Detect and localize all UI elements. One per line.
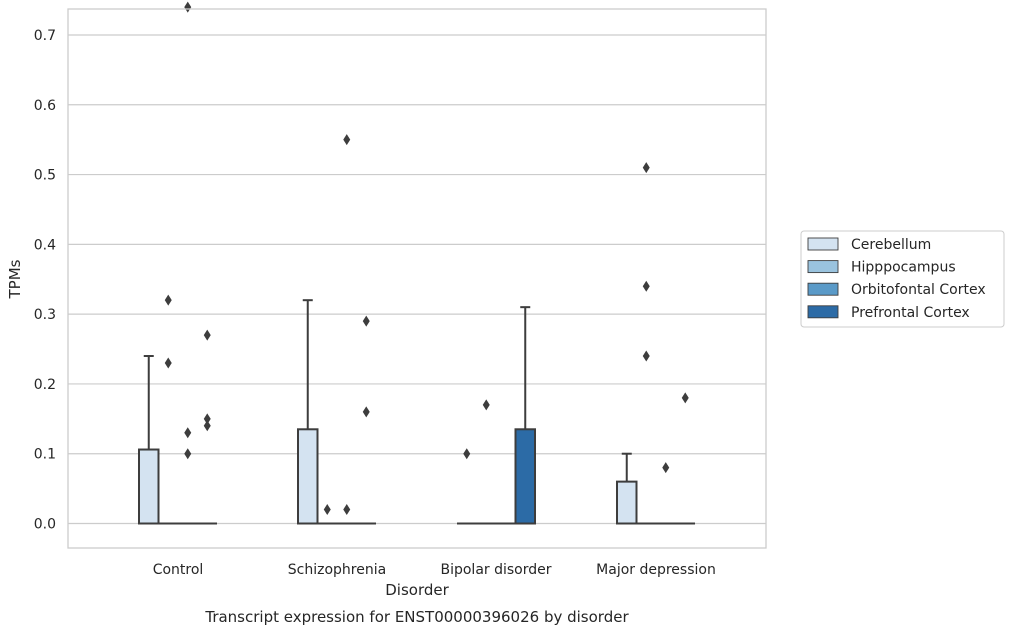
legend-swatch — [807, 282, 839, 296]
outlier-point — [642, 350, 650, 362]
outlier-point — [164, 357, 172, 369]
outlier-point — [164, 294, 172, 306]
x-tick-labels: Control Schizophrenia Bipolar disorder Majo… — [153, 562, 716, 578]
outlier-point — [203, 413, 211, 425]
x-tick-label: Bipolar disorder — [440, 562, 551, 578]
legend-label: Prefrontal Cortex — [851, 305, 970, 321]
y-axis-label: TPMs — [6, 259, 24, 299]
y-tick-label: 0.5 — [34, 168, 56, 184]
y-tick-labels: 0.0 0.1 0.2 0.3 0.4 0.5 0.6 0.7 — [34, 28, 56, 533]
outlier-point — [362, 315, 370, 327]
outlier-point — [362, 406, 370, 418]
x-axis-label: Disorder — [385, 581, 449, 599]
outlier-point — [323, 504, 331, 516]
y-tick-label: 0.6 — [34, 98, 56, 114]
outlier-point — [463, 448, 471, 460]
chart-caption: Transcript expression for ENST0000039602… — [204, 608, 629, 626]
outlier-point — [203, 329, 211, 341]
legend-frame — [800, 230, 1005, 328]
legend-swatch — [807, 305, 839, 319]
outlier-point — [482, 399, 490, 411]
x-tick-label: Major depression — [596, 562, 716, 578]
outlier-point — [184, 427, 192, 439]
y-tick-label: 0.3 — [34, 307, 56, 323]
y-tick-label: 0.4 — [34, 237, 56, 253]
outlier-point — [642, 280, 650, 292]
legend-label: Orbitofontal Cortex — [851, 282, 986, 298]
legend-swatch — [807, 260, 839, 274]
legend-swatch — [807, 237, 839, 251]
box — [514, 428, 536, 525]
legend: Cerebellum Hipppocampus Orbitofontal Corte… — [800, 230, 1005, 328]
outlier-point — [203, 420, 211, 432]
box — [138, 448, 160, 525]
plot-frame — [67, 8, 767, 549]
box-marks — [138, 1, 695, 525]
outlier-point — [343, 134, 351, 146]
legend-label: Hipppocampus — [851, 260, 956, 276]
outlier-point — [184, 448, 192, 460]
legend-label: Cerebellum — [851, 237, 931, 253]
y-tick-label: 0.2 — [34, 377, 56, 393]
y-tick-label: 0.1 — [34, 447, 56, 463]
plot-background — [68, 9, 766, 548]
y-tick-label: 0.7 — [34, 28, 56, 44]
outlier-point — [343, 504, 351, 516]
outlier-point — [681, 392, 689, 404]
x-tick-label: Schizophrenia — [288, 562, 386, 578]
y-tick-label: 0.0 — [34, 517, 56, 533]
x-tick-label: Control — [153, 562, 204, 578]
outlier-point — [184, 1, 192, 13]
box — [616, 480, 638, 525]
box — [297, 428, 319, 525]
outlier-point — [642, 162, 650, 174]
outlier-point — [662, 462, 670, 474]
